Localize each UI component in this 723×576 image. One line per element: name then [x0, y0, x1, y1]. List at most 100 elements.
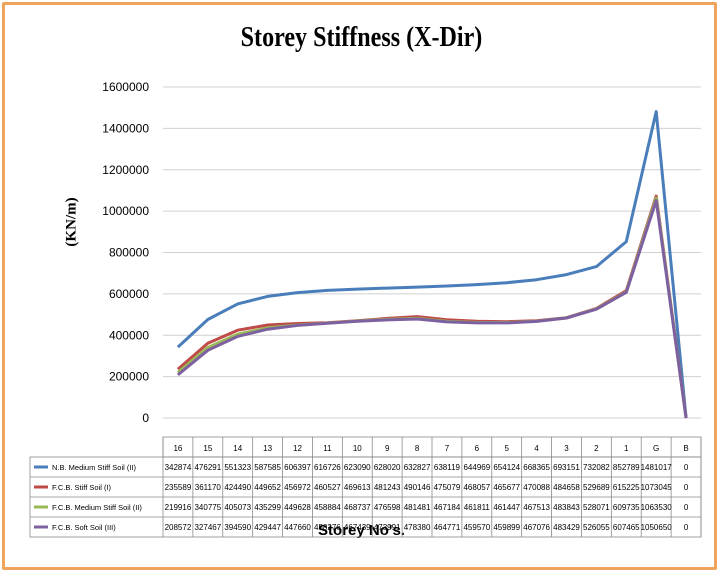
- x-tick-label: 7: [445, 444, 450, 453]
- data-value-label: 394590: [224, 523, 251, 532]
- data-value-label: 465677: [493, 483, 520, 492]
- data-value-label: 467513: [523, 503, 550, 512]
- y-tick-label: 1400000: [102, 121, 149, 135]
- data-value-label: 464771: [434, 523, 461, 532]
- data-value-label: 0: [684, 483, 689, 492]
- data-value-label: 484658: [553, 483, 580, 492]
- data-value-label: 852789: [613, 463, 640, 472]
- data-value-label: 219916: [165, 503, 192, 512]
- data-value-label: 638119: [434, 463, 461, 472]
- data-value-label: 449628: [284, 503, 311, 512]
- y-tick-label: 1200000: [102, 163, 149, 177]
- data-value-label: 476291: [194, 463, 221, 472]
- data-value-label: 668365: [523, 463, 550, 472]
- x-tick-label: 2: [594, 444, 599, 453]
- data-value-label: 473991: [374, 523, 401, 532]
- data-value-label: 628020: [374, 463, 401, 472]
- data-value-label: 475079: [434, 483, 461, 492]
- data-value-label: 654124: [493, 463, 520, 472]
- data-value-label: 615225: [613, 483, 640, 492]
- data-value-label: 456972: [284, 483, 311, 492]
- data-value-label: 623090: [344, 463, 371, 472]
- x-tick-label: 15: [203, 444, 212, 453]
- data-value-label: 0: [684, 463, 689, 472]
- data-value-label: 468057: [463, 483, 490, 492]
- data-value-label: 458884: [314, 503, 341, 512]
- data-value-label: 458276: [314, 523, 341, 532]
- data-value-label: 1481017: [641, 463, 673, 472]
- chart-title: Storey Stiffness (X-Dir): [240, 22, 483, 53]
- x-tick-label: 16: [173, 444, 182, 453]
- y-tick-label: 0: [142, 411, 149, 425]
- data-value-label: 1050650: [641, 523, 673, 532]
- x-tick-label: 4: [534, 444, 539, 453]
- data-value-label: 644969: [463, 463, 490, 472]
- x-tick-label: G: [653, 444, 659, 453]
- chart-frame: [2, 2, 717, 570]
- x-tick-label: 5: [504, 444, 509, 453]
- data-value-label: 447660: [284, 523, 311, 532]
- data-value-label: 606397: [284, 463, 311, 472]
- data-value-label: 460527: [314, 483, 341, 492]
- data-value-label: 468737: [344, 503, 371, 512]
- x-tick-label: 8: [415, 444, 420, 453]
- y-tick-label: 600000: [109, 287, 149, 301]
- data-value-label: 449652: [254, 483, 281, 492]
- data-value-label: 609735: [613, 503, 640, 512]
- data-value-label: 429447: [254, 523, 281, 532]
- data-value-label: 405073: [224, 503, 251, 512]
- data-value-label: 528071: [583, 503, 610, 512]
- series-line: [176, 110, 688, 419]
- y-tick-label: 400000: [109, 328, 149, 342]
- data-value-label: 632827: [404, 463, 431, 472]
- data-value-label: 467184: [434, 503, 461, 512]
- data-value-label: 461447: [493, 503, 520, 512]
- data-value-label: 470088: [523, 483, 550, 492]
- y-tick-label: 1600000: [102, 80, 149, 94]
- x-tick-label: 12: [293, 444, 302, 453]
- x-tick-label: 6: [475, 444, 480, 453]
- data-value-label: 607465: [613, 523, 640, 532]
- series-line: [176, 194, 688, 419]
- data-value-label: 467439: [344, 523, 371, 532]
- data-value-label: 483429: [553, 523, 580, 532]
- data-value-label: 1063530: [641, 503, 673, 512]
- data-value-label: 693151: [553, 463, 580, 472]
- x-tick-label: 3: [564, 444, 569, 453]
- x-tick-label: 9: [385, 444, 390, 453]
- x-tick-label: 14: [233, 444, 242, 453]
- data-value-label: 551323: [224, 463, 251, 472]
- data-value-label: 327467: [194, 523, 221, 532]
- x-tick-label: B: [683, 444, 688, 453]
- series-line: [176, 199, 688, 419]
- x-axis-label: Storey No's.: [318, 522, 405, 539]
- series-line: [176, 196, 688, 419]
- data-value-label: 467076: [523, 523, 550, 532]
- data-value-label: 732082: [583, 463, 610, 472]
- data-value-label: 469613: [344, 483, 371, 492]
- data-value-label: 587585: [254, 463, 281, 472]
- data-value-label: 529689: [583, 483, 610, 492]
- data-value-label: 459899: [493, 523, 520, 532]
- data-value-label: 0: [684, 503, 689, 512]
- data-value-label: 361170: [195, 483, 222, 492]
- y-tick-label: 200000: [109, 370, 149, 384]
- x-tick-label: 10: [353, 444, 362, 453]
- data-value-label: 342874: [165, 463, 192, 472]
- data-value-label: 235589: [165, 483, 192, 492]
- data-value-label: 481481: [404, 503, 431, 512]
- data-value-label: 476598: [374, 503, 401, 512]
- data-value-label: 340775: [194, 503, 221, 512]
- legend-label: F.C.B. Medium Stiff Soil (II): [52, 503, 142, 512]
- data-value-label: 616726: [314, 463, 341, 472]
- legend-label: F.C.B. Stiff Soil (I): [52, 483, 112, 492]
- x-tick-label: 11: [323, 444, 332, 453]
- data-value-label: 461811: [464, 503, 491, 512]
- legend-label: F.C.B. Soft Soil (III): [52, 523, 116, 532]
- y-tick-label: 1000000: [102, 204, 149, 218]
- x-tick-label: 13: [263, 444, 272, 453]
- data-value-label: 424490: [224, 483, 251, 492]
- data-value-label: 208572: [165, 523, 192, 532]
- data-value-label: 481243: [374, 483, 401, 492]
